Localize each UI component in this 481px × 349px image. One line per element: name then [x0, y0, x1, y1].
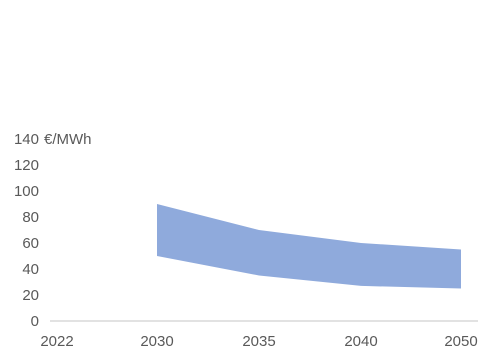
y-tick-label: 100 [14, 183, 39, 200]
y-axis-unit-label: €/MWh [44, 131, 92, 148]
x-tick-label: 2030 [140, 333, 173, 349]
y-tick-labels: 0 20 40 60 80 100 120 140 [14, 131, 39, 330]
x-tick-label: 2035 [242, 333, 275, 349]
price-range-band [157, 204, 461, 289]
x-tick-label: 2040 [344, 333, 377, 349]
x-tick-label: 2050 [444, 333, 477, 349]
y-tick-label: 60 [22, 235, 39, 252]
y-tick-label: 0 [31, 313, 39, 330]
band-layer [157, 204, 461, 289]
y-tick-label: 20 [22, 287, 39, 304]
y-tick-label: 140 [14, 131, 39, 148]
y-tick-label: 80 [22, 209, 39, 226]
y-tick-label: 120 [14, 157, 39, 174]
y-tick-label: 40 [22, 261, 39, 278]
x-tick-label: 2022 [40, 333, 73, 349]
x-tick-labels: 2022 2030 2035 2040 2050 [40, 333, 477, 349]
